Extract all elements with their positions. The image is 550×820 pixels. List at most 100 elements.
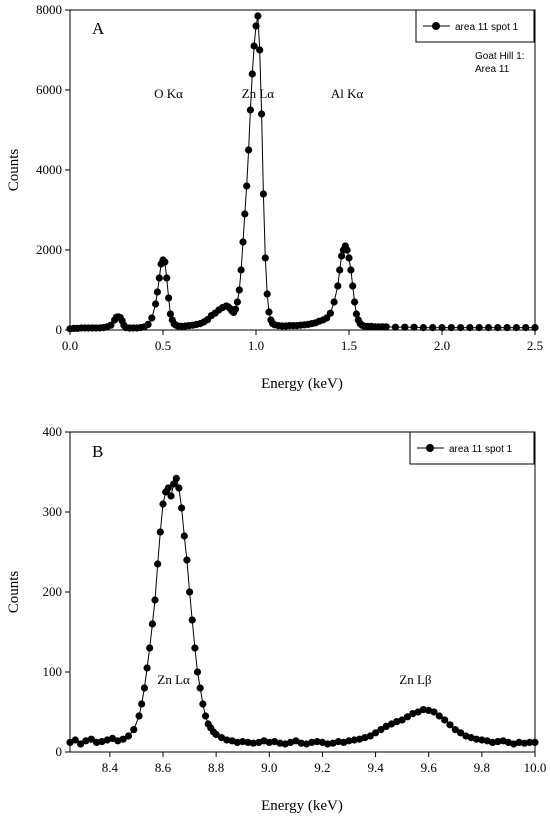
panel-b-data-point — [164, 484, 172, 492]
panel-a-data-point — [233, 298, 241, 306]
panel-a-y-tick-label: 6000 — [36, 82, 62, 97]
panel-b-data-point — [515, 738, 523, 747]
panel-b-data-point — [239, 738, 247, 746]
panel-b-y-axis-label: Counts — [6, 571, 22, 614]
panel-b-data-point — [403, 713, 412, 721]
panel-a-data-point — [326, 309, 334, 317]
panel-b-data-point — [201, 712, 210, 720]
panel-b-data-point — [170, 480, 178, 488]
panel-b-peak-label: Zn Lα — [157, 672, 190, 687]
panel-a-data-point — [349, 282, 357, 290]
panel-a-y-tick-label: 4000 — [36, 162, 62, 177]
panel-b-data-point — [146, 644, 154, 652]
panel-b-x-tick-label: 9.2 — [314, 760, 330, 775]
panel-a-data-point — [161, 258, 169, 266]
panel-b-data-point — [233, 738, 241, 747]
panel-b-data-point — [154, 560, 162, 568]
panel-b-data-point — [297, 739, 305, 747]
panel-b-data-point — [430, 708, 438, 716]
panel-b-x-tick-label: 9.0 — [261, 760, 277, 775]
panel-b-letter: B — [92, 442, 103, 461]
panel-a-data-point — [494, 324, 502, 332]
panel-a-data-point — [447, 324, 455, 332]
panel-a-x-tick-label: 2.5 — [527, 338, 543, 353]
panel-b-data-point — [167, 492, 175, 500]
panel-a-data-point — [391, 323, 400, 331]
panel-b-legend: area 11 spot 1 — [409, 431, 535, 465]
panel-b-data-point — [119, 735, 127, 743]
panel-b-data-point — [249, 739, 257, 747]
panel-a-data-point — [237, 266, 245, 274]
panel-a-data-point — [153, 288, 161, 296]
panel-b-x-tick-label: 9.4 — [367, 760, 384, 775]
panel-a-data-point — [144, 320, 152, 328]
panel-a-data-point — [246, 106, 254, 114]
panel-a-data-point — [148, 314, 156, 322]
panel-b-x-tick-label: 8.8 — [208, 760, 224, 775]
panel-b-data-point — [87, 735, 95, 743]
panel-b-data-point — [71, 736, 79, 744]
panel-b-data-point — [223, 736, 231, 744]
panel-b-data-point — [138, 700, 146, 708]
panel-a-data-point — [382, 323, 390, 331]
panel-a-data-point — [155, 274, 163, 282]
panel-a-x-tick-label: 0.0 — [62, 338, 78, 353]
panel-b-data-point — [366, 732, 374, 740]
panel-b-data-point — [172, 474, 180, 482]
panel-a-data-point — [231, 305, 240, 313]
panel-b-data-point — [494, 738, 502, 746]
panel-a-data-point — [522, 324, 530, 332]
panel-a-data-point — [466, 324, 474, 332]
panel-b-data-point — [510, 740, 518, 748]
panel-b-data-point — [286, 738, 295, 747]
panel-b-data-point — [334, 738, 342, 746]
panel-a-data-point — [330, 298, 338, 306]
panel-b-data-point — [82, 737, 90, 745]
panel-a-data-point — [254, 12, 262, 20]
panel-b-y-tick-label: 300 — [43, 504, 63, 519]
panel-b-data-point — [488, 738, 497, 747]
panel-b-x-tick-label: 9.8 — [474, 760, 490, 775]
panel-b-data-point — [148, 620, 156, 628]
panel-b-data-point — [77, 740, 85, 748]
panel-a-peak-label: O Kα — [154, 86, 183, 101]
panel-b-y-tick-label: 100 — [43, 664, 63, 679]
panel-b-data-point — [156, 528, 164, 536]
panel-b-data-point — [143, 664, 151, 672]
panel-b-data-point — [372, 729, 380, 737]
panel-a-data-point — [512, 324, 521, 332]
panel-b-data-point — [313, 738, 321, 746]
panel-b: B area 11 spot 1 Energy (keV) Counts 8.4… — [6, 424, 546, 814]
panel-a-y-axis-label: Counts — [6, 149, 22, 192]
panel-b-peak-label: Zn Lβ — [399, 672, 432, 687]
panel-b-x-tick-label: 8.6 — [155, 760, 172, 775]
panel-b-data-point — [93, 738, 101, 747]
panel-a-x-axis-label: Energy (keV) — [261, 376, 343, 392]
panel-a-y-tick-label: 2000 — [36, 242, 62, 257]
panel-a-data-point — [261, 254, 269, 262]
panel-a-peak-label: Zn Lα — [242, 86, 275, 101]
panel-a-data-point — [165, 294, 173, 302]
panel-a-data-point — [334, 282, 342, 290]
panel-b-data-point — [135, 712, 143, 720]
panel-b-legend-marker — [426, 444, 434, 452]
panel-b-data-point — [308, 738, 316, 747]
panel-b-data-point — [151, 596, 159, 604]
panel-a-note-line-2: Area 11 — [475, 64, 510, 75]
panel-a-data-point — [241, 210, 249, 218]
panel-a-letter: A — [92, 19, 105, 38]
panel-b-x-tick-label: 8.4 — [102, 760, 119, 775]
panel-b-data-point — [178, 504, 186, 512]
panel-b-data-point — [324, 740, 332, 748]
panel-b-y-tick-label: 0 — [56, 744, 63, 759]
panel-b-data-point — [451, 726, 459, 734]
panel-b-data-point — [188, 616, 196, 624]
panel-a-data-point — [259, 190, 267, 198]
panel-b-data-point — [183, 556, 191, 564]
panel-a-data-point — [484, 324, 493, 332]
panel-b-data-point — [175, 484, 183, 492]
panel-b-legend-label: area 11 spot 1 — [449, 444, 513, 455]
panel-a-peak-label: Al Kα — [331, 86, 364, 101]
panel-a-data-point — [256, 46, 264, 54]
